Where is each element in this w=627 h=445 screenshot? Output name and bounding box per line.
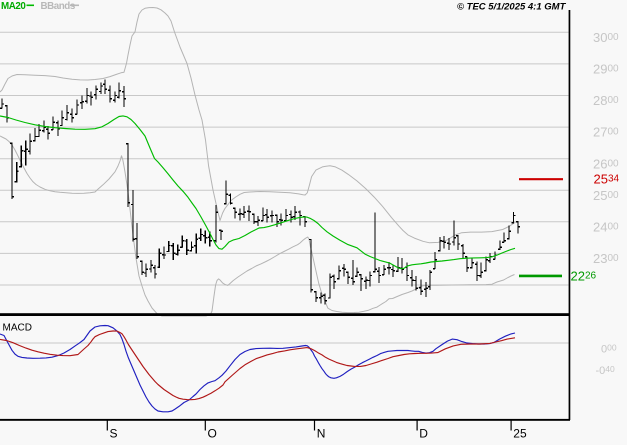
svg-text:D: D [419,427,428,441]
svg-text:2800: 2800 [593,93,619,108]
svg-text:BBands: BBands [41,1,76,12]
svg-text:3000: 3000 [593,30,619,45]
svg-text:N: N [317,427,326,441]
svg-text:2300: 2300 [593,251,619,266]
svg-text:© TEC 5/1/2025 4:1 GMT: © TEC 5/1/2025 4:1 GMT [457,2,567,13]
svg-text:2226: 2226 [571,269,597,284]
svg-text:MACD: MACD [3,323,32,334]
svg-text:25: 25 [513,427,527,441]
svg-text:000: 000 [601,343,617,356]
svg-text:2700: 2700 [593,125,619,140]
svg-text:2600: 2600 [593,156,619,171]
svg-text:O: O [208,427,217,441]
svg-text:2400: 2400 [593,219,619,234]
svg-text:MA20: MA20 [1,1,26,12]
svg-text:S: S [110,427,118,441]
svg-text:2900: 2900 [593,62,619,77]
svg-text:2534: 2534 [594,172,620,187]
svg-text:2500: 2500 [593,188,619,203]
svg-text:-040: -040 [596,364,616,377]
